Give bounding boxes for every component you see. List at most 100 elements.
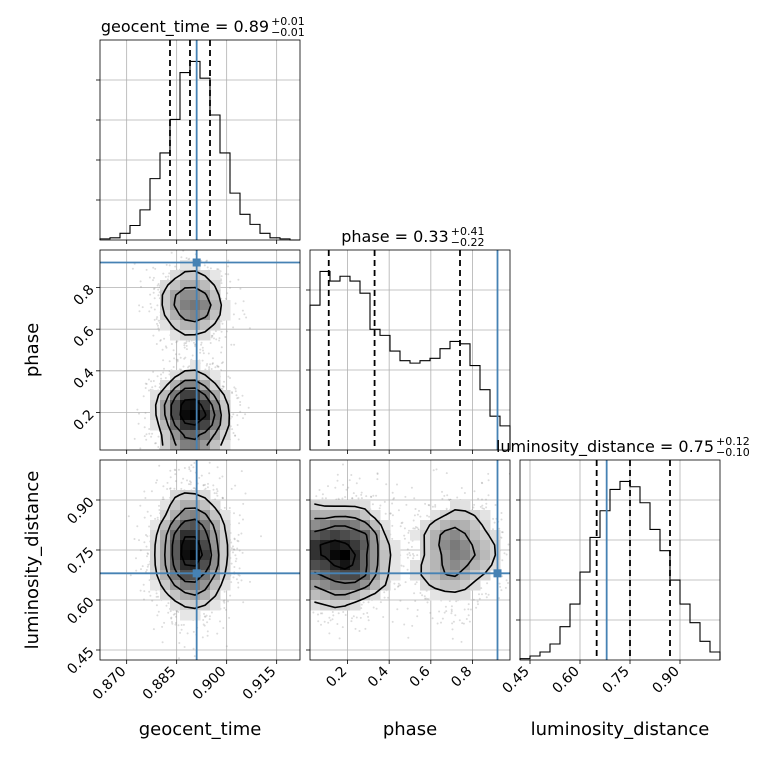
sample-point [212,488,215,491]
panel-title-luminosity_distance: luminosity_distance = 0.75 [496,437,714,457]
density-cell [190,410,201,421]
sample-point [139,280,142,283]
sample-point [155,343,158,345]
density-cell [180,310,191,321]
density-cell [180,320,191,331]
density-cell [200,290,211,301]
sample-point [127,515,130,518]
title-plus: +0.41 [451,225,485,238]
sample-point [138,412,140,415]
sample-point [239,287,242,290]
contour-level [163,286,222,446]
sample-point [226,292,229,295]
sample-point [153,308,156,311]
density-cell [180,430,191,441]
density-cell [190,280,201,291]
sample-point [247,406,250,409]
title-main: phase = 0.33 [341,227,448,246]
sample-point [228,616,231,619]
sample-point [243,313,246,316]
sample-point [202,352,205,355]
density-cell [220,410,231,421]
sample-point [229,286,231,289]
sample-point [203,624,206,627]
histogram-step [99,60,300,241]
sample-point [153,297,156,300]
density-cell [210,310,221,321]
sample-point [235,578,238,581]
sample-point [183,467,186,469]
sample-point [147,553,149,555]
sample-point [175,615,177,618]
sample-point [242,502,245,505]
sample-point [242,417,244,420]
sample-point [168,272,171,275]
sample-point [239,404,242,406]
density-cell [180,420,191,431]
sample-point [213,492,216,495]
sample-point [179,356,182,359]
density-cell [190,290,201,301]
density-cell [190,270,201,281]
sample-point [166,481,169,484]
sample-point [245,316,248,319]
density-cell [200,420,211,431]
sample-point [173,468,176,471]
sample-point [136,408,139,411]
title-minus: −0.10 [716,446,750,459]
sample-point [146,535,149,538]
sample-point [182,250,185,252]
density-cell [210,390,221,401]
sample-point [159,339,162,342]
sample-point [211,362,214,365]
density-cell [200,320,211,331]
sample-point [183,357,186,360]
sample-point [238,549,241,552]
sample-point [169,476,172,479]
sample-point [192,466,195,469]
sample-point [207,352,210,355]
sample-point [131,267,134,270]
sample-point [140,568,142,571]
sample-point [170,616,173,619]
panel-frame [99,249,301,451]
sample-point [211,357,214,360]
sample-point [178,642,181,644]
sample-point [215,338,218,341]
sample-point [215,492,218,495]
sample-point [139,589,142,592]
density-cell [170,390,181,401]
sample-point [150,306,153,309]
density-cell [160,280,171,291]
sample-point [244,413,247,416]
sample-point [218,337,221,340]
sample-point [224,297,227,300]
sample-point [214,330,217,333]
density-cell [160,300,171,311]
sample-point [183,646,186,648]
sample-point [151,599,154,602]
sample-point [202,619,205,621]
sample-point [237,438,240,441]
sample-point [156,614,159,617]
sample-point [190,464,193,467]
sample-point [154,267,157,270]
sample-point [173,487,176,490]
sample-point [154,442,157,445]
density-cell [220,440,231,450]
density-cell [190,430,201,441]
sample-point [194,343,197,346]
sample-point [161,348,164,351]
density-cell [170,330,181,341]
sample-point [232,576,235,579]
sample-point [234,484,237,487]
sample-point [216,494,219,497]
density-cell [170,280,181,291]
sample-point [206,363,209,365]
sample-point [171,621,173,623]
sample-point [176,360,179,363]
sample-point [223,607,226,609]
sample-point [151,432,154,435]
sample-point [231,415,233,418]
panel-frame [309,249,511,451]
